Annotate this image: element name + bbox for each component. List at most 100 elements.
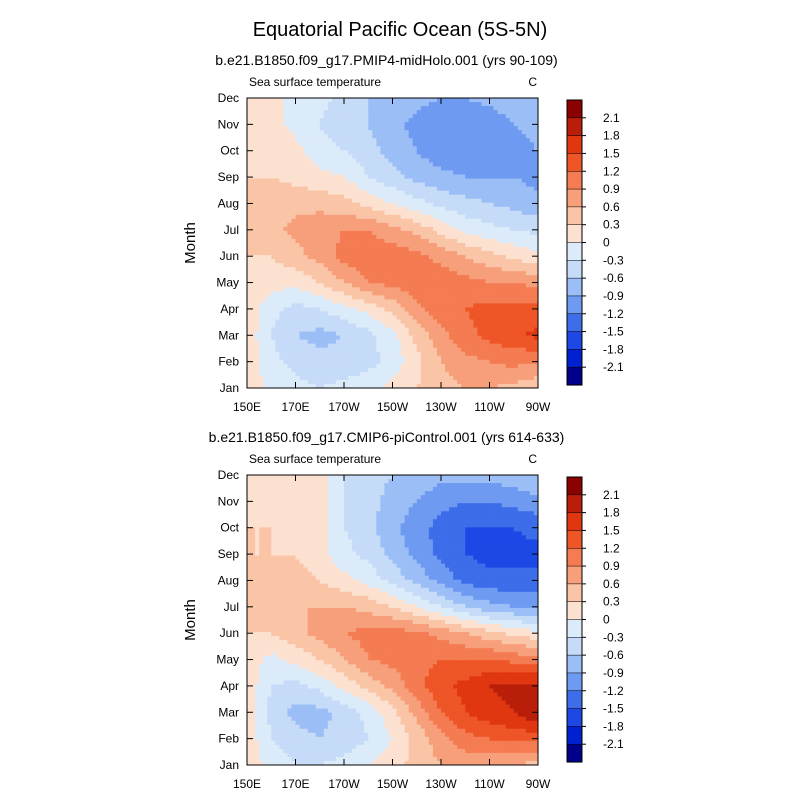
contour-cell bbox=[521, 271, 527, 276]
contour-cell bbox=[339, 343, 345, 349]
contour-cell bbox=[388, 154, 394, 160]
contour-cell bbox=[477, 327, 483, 333]
contour-cell bbox=[457, 158, 462, 164]
contour-cell bbox=[392, 162, 398, 168]
contour-cell bbox=[319, 247, 325, 252]
contour-cell bbox=[428, 351, 434, 357]
contour-cell bbox=[533, 110, 538, 115]
contour-cell bbox=[376, 251, 381, 256]
contour-cell bbox=[416, 190, 422, 196]
contour-cell bbox=[420, 126, 426, 131]
contour-cell bbox=[388, 323, 394, 329]
contour-cell bbox=[497, 331, 503, 337]
contour-cell bbox=[404, 170, 410, 176]
contour-cell bbox=[364, 287, 369, 292]
contour-cell bbox=[416, 210, 422, 216]
contour-cell bbox=[287, 315, 293, 321]
contour-cell bbox=[533, 142, 538, 147]
contour-cell bbox=[533, 190, 538, 196]
contour-cell bbox=[267, 138, 272, 143]
contour-cell bbox=[319, 315, 325, 321]
contour-cell bbox=[420, 259, 426, 264]
contour-cell bbox=[477, 238, 483, 244]
contour-cell bbox=[420, 122, 426, 127]
contour-cell bbox=[473, 303, 478, 309]
contour-cell bbox=[356, 247, 361, 252]
contour-cell bbox=[295, 230, 301, 236]
contour-cell bbox=[396, 98, 402, 103]
contour-cell bbox=[335, 347, 341, 353]
contour-cell bbox=[473, 186, 478, 192]
contour-cell bbox=[441, 327, 446, 333]
contour-cell bbox=[283, 158, 289, 164]
contour-cell bbox=[339, 259, 345, 264]
contour-cell bbox=[364, 110, 369, 115]
contour-cell bbox=[344, 327, 349, 333]
contour-cell bbox=[521, 234, 527, 240]
contour-cell bbox=[315, 98, 321, 103]
contour-cell bbox=[441, 166, 446, 172]
contour-cell bbox=[344, 335, 349, 341]
contour-cell bbox=[315, 114, 321, 119]
contour-cell bbox=[267, 226, 272, 232]
contour-cell bbox=[513, 319, 519, 325]
contour-cell bbox=[445, 339, 450, 345]
contour-cell bbox=[263, 146, 268, 151]
contour-cell bbox=[473, 291, 478, 296]
contour-cell bbox=[267, 130, 272, 135]
contour-cell bbox=[505, 283, 511, 288]
contour-cell bbox=[420, 271, 426, 276]
contour-cell bbox=[299, 295, 305, 300]
contour-cell bbox=[432, 130, 438, 135]
contour-cell bbox=[392, 142, 398, 147]
contour-cell bbox=[348, 126, 353, 131]
contour-cell bbox=[364, 150, 369, 155]
contour-cell bbox=[315, 303, 321, 309]
contour-cell bbox=[295, 331, 301, 337]
contour-cell bbox=[441, 190, 446, 196]
contour-cell bbox=[279, 194, 284, 200]
contour-cell bbox=[436, 339, 442, 345]
contour-cell bbox=[412, 150, 418, 155]
contour-cell bbox=[251, 319, 256, 325]
contour-cell bbox=[497, 102, 503, 107]
contour-cell bbox=[412, 238, 418, 244]
contour-cell bbox=[323, 367, 329, 373]
contour-cell bbox=[279, 138, 284, 143]
contour-cell bbox=[453, 162, 458, 168]
contour-cell bbox=[457, 339, 462, 345]
contour-cell bbox=[259, 170, 264, 176]
contour-cell bbox=[287, 259, 293, 264]
contour-cell bbox=[408, 210, 414, 216]
contour-cell bbox=[436, 367, 442, 373]
contour-cell bbox=[404, 186, 410, 192]
contour-cell bbox=[331, 226, 337, 232]
contour-cell bbox=[295, 291, 301, 296]
contour-cell bbox=[251, 234, 256, 240]
contour-cell bbox=[311, 118, 317, 123]
contour-cell bbox=[505, 319, 511, 325]
contour-cell bbox=[315, 202, 321, 208]
contour-cell bbox=[259, 303, 264, 309]
contour-cell bbox=[408, 178, 414, 184]
contour-cell bbox=[525, 299, 531, 305]
contour-cell bbox=[267, 186, 272, 192]
contour-cell bbox=[291, 339, 297, 345]
contour-cell bbox=[477, 206, 483, 212]
contour-cell bbox=[408, 319, 414, 325]
contour-cell bbox=[453, 146, 458, 151]
contour-cell bbox=[315, 134, 321, 139]
contour-cell bbox=[404, 214, 410, 220]
contour-cell bbox=[533, 363, 538, 369]
contour-cell bbox=[287, 198, 293, 204]
contour-cell bbox=[335, 122, 341, 127]
contour-cell bbox=[416, 315, 422, 321]
contour-cell bbox=[509, 146, 515, 151]
contour-cell bbox=[517, 283, 523, 288]
contour-cell bbox=[335, 194, 341, 200]
contour-cell bbox=[428, 174, 434, 180]
contour-cell bbox=[505, 170, 511, 176]
contour-cell bbox=[327, 158, 333, 164]
contour-cell bbox=[396, 138, 402, 143]
contour-cell bbox=[525, 230, 531, 236]
